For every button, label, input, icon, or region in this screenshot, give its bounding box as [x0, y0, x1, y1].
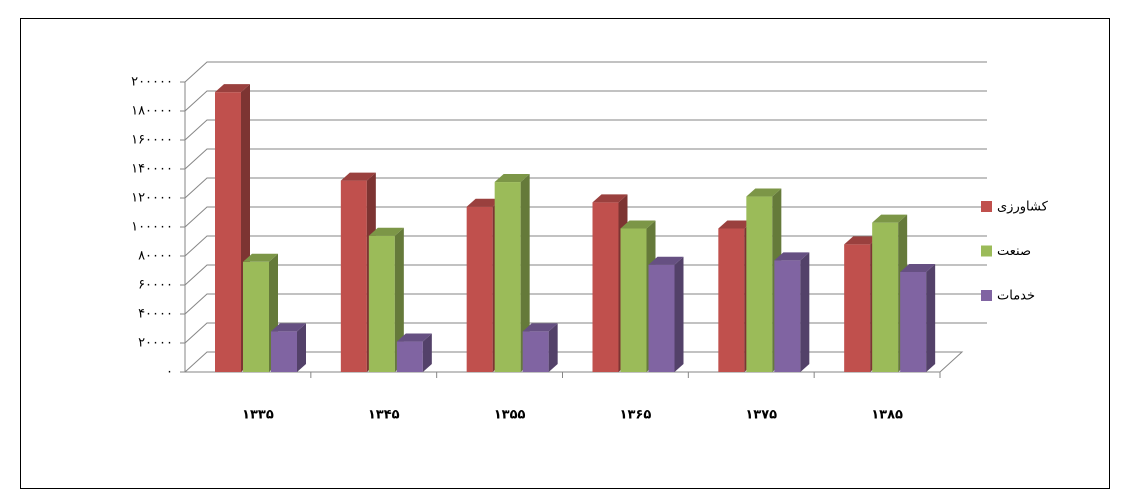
legend-label: خدمات [997, 289, 1035, 304]
grid-line [184, 206, 987, 228]
legend-swatch [981, 290, 992, 301]
bar-side [297, 323, 306, 372]
x-tick-label: ۱۳۴۵ [368, 408, 400, 423]
bar-top [271, 323, 306, 332]
legend-label: کشاورزی [997, 200, 1049, 215]
y-tick-label: ۱۸۰۰۰۰ [131, 104, 173, 119]
bar-side [548, 323, 558, 372]
y-tick-label: ۶۰۰۰۰ [138, 278, 173, 293]
bar [746, 196, 773, 372]
bar-side [800, 252, 810, 372]
bar-top [844, 236, 880, 245]
bar-top [340, 172, 376, 181]
bar-top [718, 220, 754, 229]
legend-label: صنعت [997, 244, 1031, 259]
y-tick-label: ۱۰۰۰۰۰ [131, 220, 173, 235]
x-tick-label: ۱۳۵۵ [494, 408, 526, 423]
y-tick-label: ۱۲۰۰۰۰ [131, 191, 173, 206]
bar-top [620, 220, 656, 229]
y-tick-label: ۸۰۰۰۰ [138, 249, 173, 264]
bar-top [774, 252, 810, 261]
legend-swatch [981, 201, 992, 212]
grid-line [184, 148, 987, 170]
bar-top [368, 227, 404, 236]
x-tick-label: ۱۳۸۵ [871, 408, 903, 423]
y-tick-label: ۰ [166, 365, 173, 380]
bar-side [394, 227, 404, 372]
bar [844, 244, 871, 372]
x-tick-label: ۱۳۶۵ [620, 408, 652, 423]
bar [774, 260, 801, 372]
bar [718, 228, 745, 372]
bar [494, 182, 521, 372]
bar-top [746, 188, 782, 197]
grid-line [184, 61, 987, 83]
bar-top [466, 198, 502, 207]
legend-swatch [981, 245, 992, 257]
bar-top [243, 253, 278, 262]
x-tick-label: ۱۳۷۵ [745, 408, 777, 423]
bar [243, 261, 269, 372]
bar [466, 206, 493, 372]
bar-top [872, 214, 908, 223]
bar [522, 331, 549, 372]
bar [872, 222, 899, 372]
bar-top [648, 256, 684, 265]
bar [368, 235, 395, 372]
bar [900, 271, 927, 372]
bar-top [900, 263, 936, 272]
bar-top [215, 84, 250, 93]
x-tick-label: ۱۳۳۵ [242, 408, 274, 423]
bar-top [522, 323, 558, 332]
grid-line [184, 177, 987, 199]
y-tick-label: ۲۰۰۰۰ [138, 336, 173, 351]
bar [215, 92, 241, 373]
bar [271, 331, 297, 372]
grid-line [184, 119, 987, 141]
bar [396, 341, 423, 372]
bar [340, 180, 367, 372]
bar-top [396, 333, 432, 342]
y-tick-label: ۱۶۰۰۰۰ [131, 133, 173, 148]
bar-top [592, 194, 628, 203]
bar [592, 202, 619, 372]
bar-top [494, 174, 530, 183]
y-tick-label: ۲۰۰۰۰۰ [131, 75, 173, 90]
bar [620, 228, 647, 372]
y-tick-label: ۱۴۰۰۰۰ [131, 162, 173, 177]
chart-border [20, 18, 1110, 489]
bar-side [520, 174, 530, 372]
grid-line [184, 90, 987, 112]
bar-side [926, 263, 936, 372]
bar [648, 264, 675, 372]
y-tick-label: ۴۰۰۰۰ [138, 307, 173, 322]
bar-side [422, 333, 432, 372]
bar-side [674, 256, 684, 372]
